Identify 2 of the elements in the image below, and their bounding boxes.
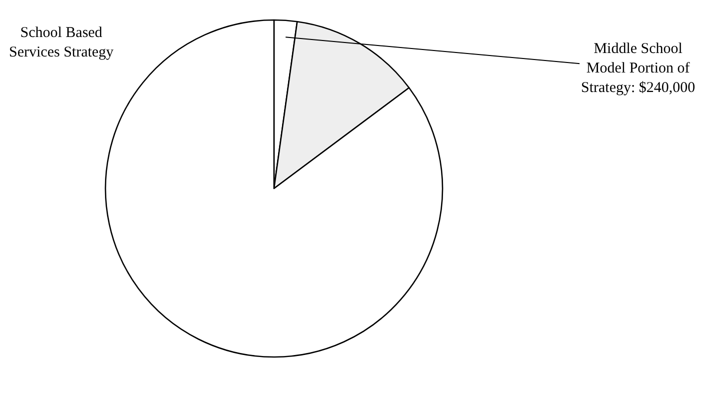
text: School Based Services Strategy bbox=[9, 25, 114, 60]
slice-label: Middle School Model Portion of Strategy: $240,000 bbox=[581, 41, 696, 96]
